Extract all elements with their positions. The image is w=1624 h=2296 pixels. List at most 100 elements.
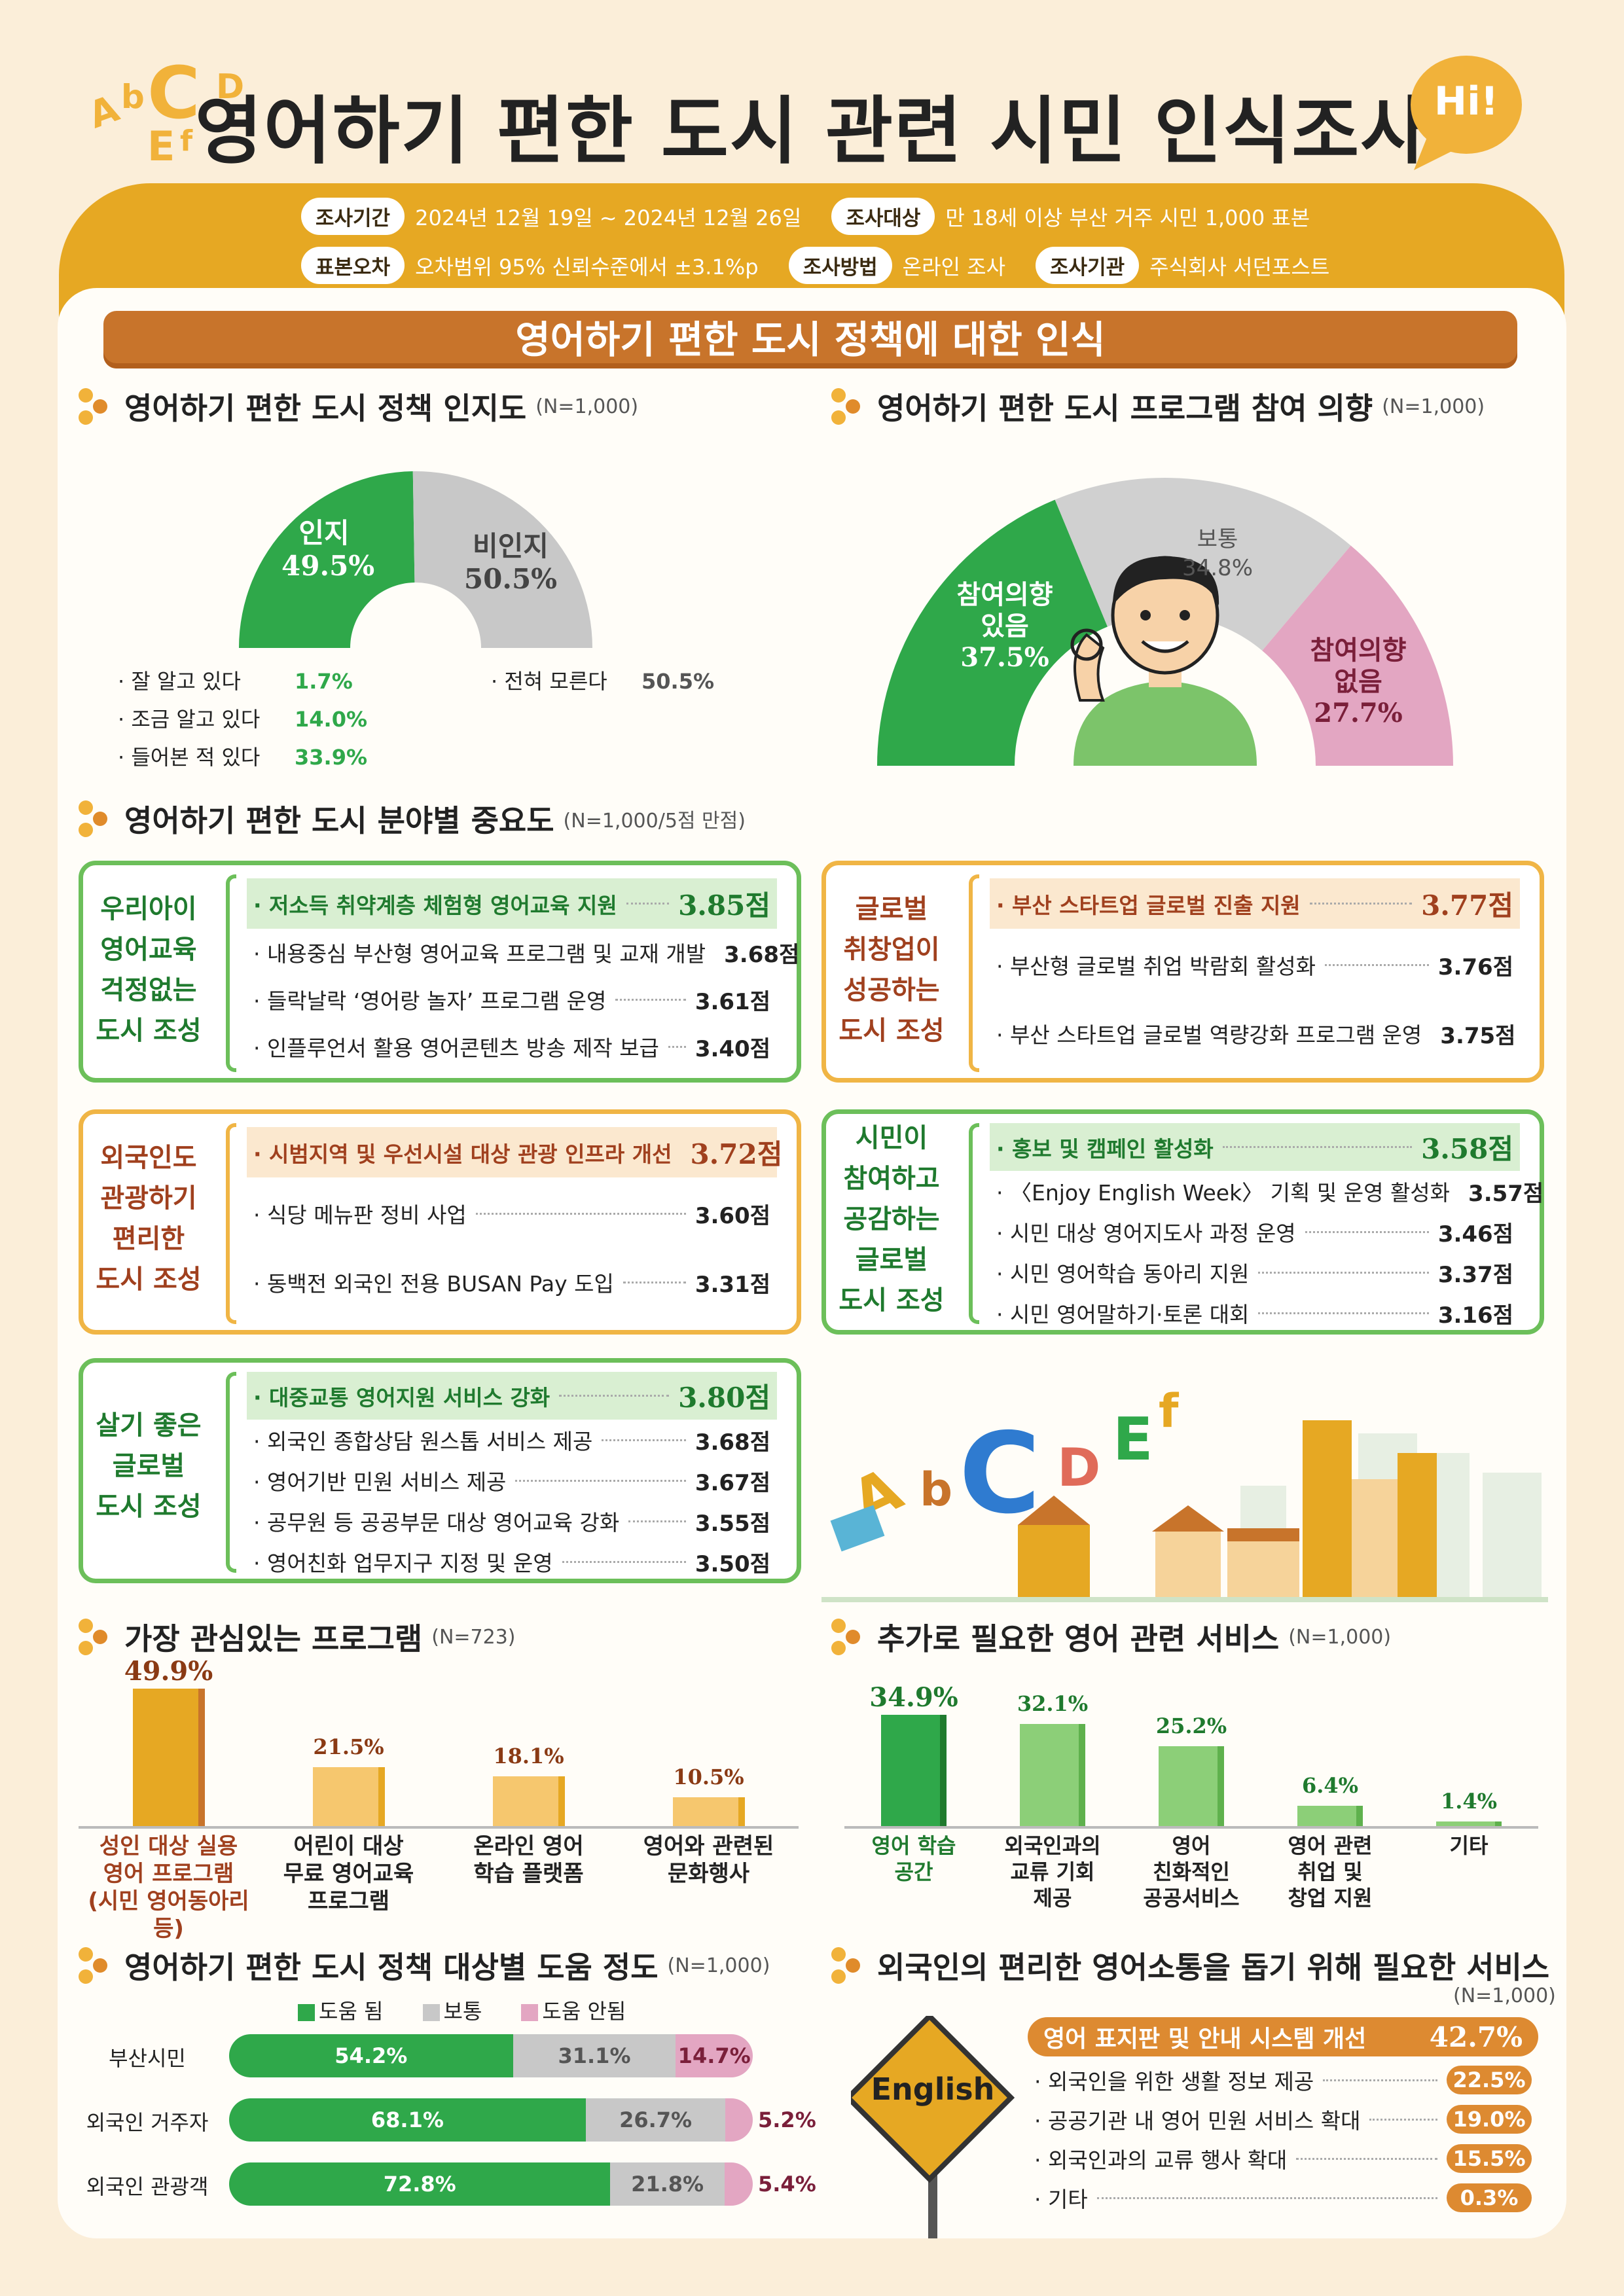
bar — [312, 1767, 385, 1826]
box-label-line: 영어교육 — [100, 935, 197, 965]
item-label: · 영어친화 업무지구 지정 및 운영 — [253, 1551, 553, 1576]
bullet-icon — [831, 388, 868, 425]
box-label-line: 도시 조성 — [839, 1016, 945, 1046]
meta-text: 만 18세 이상 부산 거주 시민 1,000 표본 — [945, 205, 1310, 230]
item: · 부산형 글로벌 취업 박람회 활성화 3.76점 — [990, 929, 1520, 1001]
detail-value: 50.5% — [641, 669, 715, 694]
meta-text: 2024년 12월 19일 ~ 2024년 12월 26일 — [415, 205, 802, 230]
item-value: 3.16점 — [1437, 1302, 1513, 1329]
item-value: 3.60점 — [695, 1202, 770, 1229]
box-label-line: 도시 조성 — [96, 1492, 202, 1522]
svg-text:C: C — [147, 51, 200, 135]
no-label: 참여의향 없음 27.7% — [1293, 635, 1424, 729]
section-heading: 외국인의 편리한 영어소통을 돕기 위해 필요한 서비스 — [877, 1950, 1550, 1985]
bar-label: 어린이 대상 무료 영어교육 프로그램 — [283, 1833, 414, 1914]
legend-item: 도움 됨 — [298, 1995, 384, 2025]
sample-size: (N=1,000) — [1288, 1625, 1392, 1649]
svg-text:E: E — [147, 122, 175, 170]
hi-text: Hi! — [1434, 79, 1499, 124]
detail-value: 14.0% — [295, 707, 368, 732]
top-item: · 홍보 및 캠페인 활성화 3.58점 — [990, 1123, 1520, 1171]
bar — [1020, 1724, 1085, 1826]
foreigner-n: (N=1,000) — [1453, 1984, 1556, 2007]
bracket — [226, 1123, 236, 1324]
box-label-line: 외국인도 — [100, 1143, 197, 1173]
services-chart: 34.9% 영어 학습 공간 32.1% 외국인과의 교류 기회 제공 25.2% 영어 친화적인… — [844, 1676, 1538, 1924]
yes-label: 참여의향 있음 37.5% — [943, 579, 1067, 673]
box-label-line: 걱정없는 — [100, 975, 197, 1005]
item-label: · 부산형 글로벌 취업 박람회 활성화 — [996, 954, 1316, 979]
bar — [672, 1797, 745, 1826]
awareness-donut — [239, 471, 592, 648]
sign-text: English — [871, 2072, 995, 2107]
bar — [881, 1715, 947, 1826]
aware-text: 인지 — [298, 517, 350, 549]
item-label: · 들락날락 ‘영어랑 놀자’ 프로그램 운영 — [253, 988, 607, 1014]
item: · 인플루언서 활용 영어콘텐츠 방송 제작 보급 3.40점 — [247, 1023, 777, 1070]
segment-value: 21.8% — [631, 2172, 704, 2197]
bar-label: 영어 학습 공간 — [871, 1833, 956, 1884]
letters-decoration: A b C D E f — [85, 51, 244, 170]
segment-value: 54.2% — [334, 2043, 408, 2068]
unaware-segment — [412, 471, 592, 648]
yes-value: 37.5% — [960, 642, 1049, 673]
item-list: · 시범지역 및 우선시설 대상 관광 인프라 개선 3.72점 · 식당 메뉴판… — [247, 1127, 782, 1315]
item-label: · 시민 대상 영어지도사 과정 운영 — [996, 1221, 1296, 1246]
item: · 외국인 종합상담 원스톱 서비스 제공 3.68점 — [247, 1420, 777, 1460]
item-label: · 공무원 등 공공부문 대상 영어교육 강화 — [253, 1510, 620, 1535]
detail-label: · 들어본 적 있다 — [118, 745, 261, 770]
importance-box-jobs: 글로벌 취창업이 성공하는 도시 조성 · 부산 스타트업 글로벌 진출 지원 3… — [821, 861, 1544, 1083]
item: · 내용중심 부산형 영어교육 프로그램 및 교재 개발 3.68점 — [247, 929, 799, 976]
item: · 공무원 등 공공부문 대상 영어교육 강화 3.55점 — [247, 1501, 777, 1541]
mid-segment — [610, 2162, 725, 2206]
bullet-icon — [831, 1947, 868, 1984]
svg-text:f: f — [1159, 1384, 1180, 1438]
aware-segment — [239, 471, 415, 648]
bar-value: 10.5% — [673, 1764, 744, 1789]
box-label-line: 글로벌 — [855, 894, 928, 924]
axis-line — [79, 1826, 799, 1829]
item: · 시민 대상 영어지도사 과정 운영 3.46점 — [990, 1211, 1520, 1252]
segment-value: 68.1% — [370, 2108, 444, 2132]
bar-value: 25.2% — [1155, 1713, 1227, 1738]
bar — [1159, 1746, 1224, 1826]
service-label: · 공공기관 내 영어 민원 서비스 확대 — [1034, 2108, 1361, 2134]
legend-swatch — [521, 2004, 539, 2021]
bar-value: 6.4% — [1301, 1772, 1359, 1798]
detail-value: 33.9% — [295, 745, 368, 770]
mid-label: 보통 34.8% — [1172, 525, 1263, 583]
no-text: 없음 — [1334, 666, 1382, 697]
yes-text: 참여의향 — [956, 579, 1053, 610]
axis-line — [844, 1826, 1538, 1829]
service-item: · 외국인과의 교류 행사 확대 15.5% — [1028, 2139, 1538, 2178]
box-label-line: 도시 조성 — [96, 1265, 202, 1295]
segment-value: 72.8% — [383, 2172, 456, 2197]
box-label: 글로벌 취창업이 성공하는 도시 조성 — [826, 889, 957, 1051]
item-value: 3.37점 — [1437, 1261, 1513, 1288]
sample-size: (N=723) — [431, 1625, 516, 1649]
box-label-line: 관광하기 — [100, 1183, 197, 1213]
svg-text:D: D — [216, 67, 244, 107]
segment-value: 26.7% — [619, 2108, 693, 2132]
bar-value: 34.9% — [869, 1682, 958, 1713]
bar-value: 1.4% — [1440, 1789, 1498, 1814]
importance-box-tourism: 외국인도 관광하기 편리한 도시 조성 · 시범지역 및 우선시설 대상 관광 … — [79, 1109, 801, 1335]
bullet-icon — [79, 800, 115, 837]
city-illustration: A b C D E f — [821, 1384, 1548, 1602]
foreigner-list: 영어 표지판 및 안내 시스템 개선 42.7% · 외국인을 위한 생활 정보… — [1028, 2017, 1538, 2217]
box-label-line: 취창업이 — [843, 935, 940, 965]
legend-label: 도움 됨 — [319, 1999, 384, 2024]
item: · 시민 영어학습 동아리 지원 3.37점 — [990, 1252, 1520, 1293]
box-label-line: 글로벌 — [112, 1451, 185, 1481]
unaware-label: 비인지 50.5% — [458, 530, 563, 596]
section-heading: 영어하기 편한 도시 정책 인지도 — [124, 391, 527, 426]
helpfulness-title: 영어하기 편한 도시 정책 대상별 도움 정도 (N=1,000) — [79, 1944, 770, 1987]
box-label-line: 성공하는 — [843, 975, 940, 1005]
item: · 식당 메뉴판 정비 사업 3.60점 — [247, 1177, 777, 1249]
item-value: 3.46점 — [1437, 1221, 1513, 1247]
item-list: · 대중교통 영어지원 서비스 강화 3.80점 · 외국인 종합상담 원스톱 서… — [247, 1372, 777, 1582]
service-item: · 공공기관 내 영어 민원 서비스 확대 19.0% — [1028, 2100, 1538, 2139]
item-value: 3.50점 — [695, 1551, 770, 1577]
english-sign — [851, 2016, 1015, 2238]
bar-value: 18.1% — [493, 1743, 564, 1768]
